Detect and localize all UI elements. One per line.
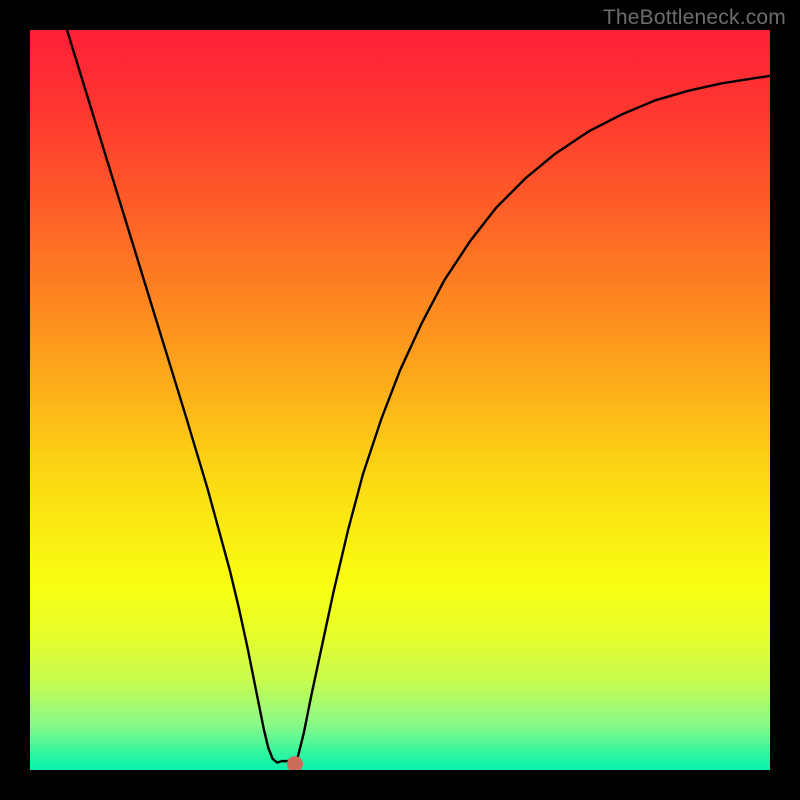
gradient-background: [30, 30, 770, 770]
optimum-marker: [287, 756, 303, 772]
bottleneck-chart: [0, 0, 800, 800]
chart-stage: TheBottleneck.com: [0, 0, 800, 800]
